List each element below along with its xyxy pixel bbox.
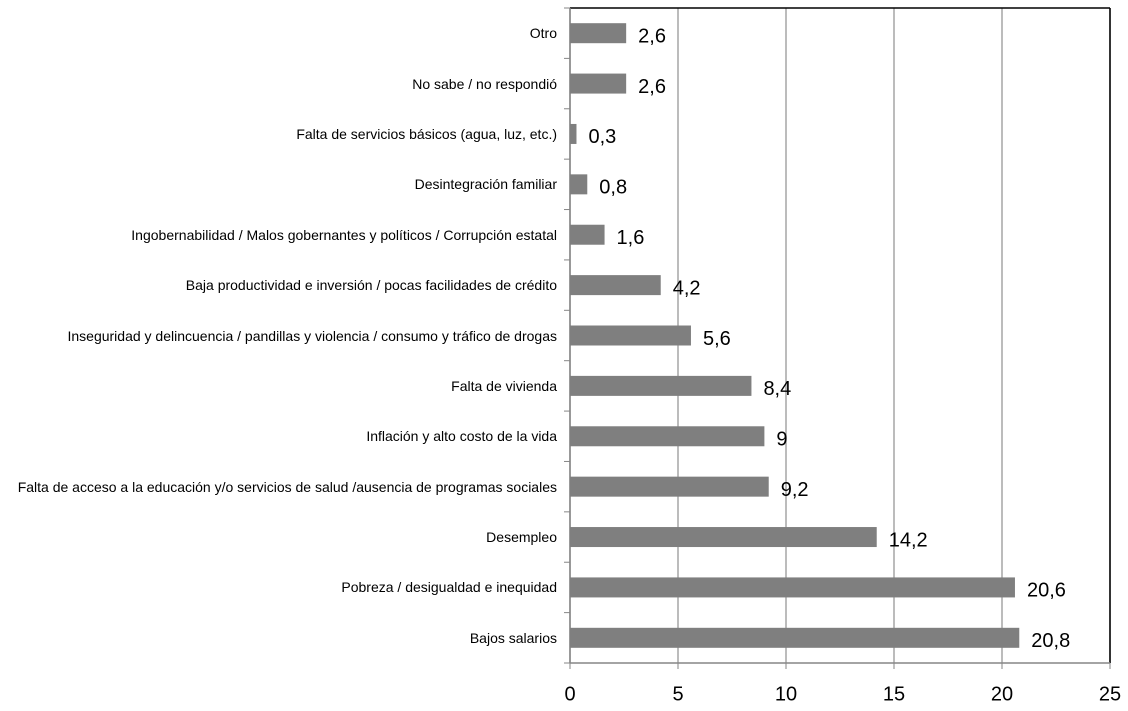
y-tick-label: Inseguridad y delincuencia / pandillas y… xyxy=(67,327,557,344)
value-label: 20,8 xyxy=(1031,630,1070,652)
y-tick-label: Pobreza / desigualdad e inequidad xyxy=(341,579,557,596)
x-tick-label: 15 xyxy=(883,683,905,705)
value-label: 4,2 xyxy=(673,277,701,299)
value-label: 9,2 xyxy=(781,479,809,501)
x-tick-label: 10 xyxy=(775,683,797,705)
bar xyxy=(570,476,769,497)
value-label: 0,8 xyxy=(599,177,627,199)
category-label-box: Falta de acceso a la educación y/o servi… xyxy=(0,462,557,512)
category-label-box: Desintegración familiar xyxy=(0,159,557,209)
category-label-box: Bajos salarios xyxy=(0,613,557,663)
bar xyxy=(570,426,765,447)
y-tick-label: Desintegración familiar xyxy=(414,176,557,193)
value-label: 14,2 xyxy=(889,529,928,551)
y-tick-label: Falta de servicios básicos (agua, luz, e… xyxy=(296,125,557,142)
y-tick-label: Falta de vivienda xyxy=(451,377,557,394)
y-tick-label: Falta de acceso a la educación y/o servi… xyxy=(17,478,557,495)
value-label: 2,6 xyxy=(638,76,666,98)
category-label-box: Inflación y alto costo de la vida xyxy=(0,411,557,461)
bar xyxy=(570,224,605,245)
category-label-box: Baja productividad e inversión / pocas f… xyxy=(0,260,557,310)
y-tick-label: Otro xyxy=(529,25,557,42)
x-tick-label: 25 xyxy=(1099,683,1121,705)
bar xyxy=(570,123,577,144)
y-tick-label: Baja productividad e inversión / pocas f… xyxy=(185,277,557,294)
y-tick-label: Bajos salarios xyxy=(469,629,557,646)
bar xyxy=(570,577,1015,598)
value-label: 8,4 xyxy=(763,378,791,400)
bar xyxy=(570,527,877,548)
bar xyxy=(570,275,661,296)
y-tick-label: Inflación y alto costo de la vida xyxy=(366,428,557,445)
y-tick-label: No sabe / no respondió xyxy=(412,75,557,92)
y-tick-label: Ingobernabilidad / Malos gobernantes y p… xyxy=(131,226,557,243)
category-label-box: Inseguridad y delincuencia / pandillas y… xyxy=(0,311,557,361)
value-label: 5,6 xyxy=(703,328,731,350)
x-tick-label: 20 xyxy=(991,683,1013,705)
bar xyxy=(570,325,691,346)
value-label: 0,3 xyxy=(588,126,616,148)
bar xyxy=(570,375,752,396)
bar xyxy=(570,73,627,94)
category-label-box: Pobreza / desigualdad e inequidad xyxy=(0,562,557,612)
category-label-box: Desempleo xyxy=(0,512,557,562)
value-label: 2,6 xyxy=(638,25,666,47)
y-tick-label: Desempleo xyxy=(486,529,557,546)
bar xyxy=(570,23,627,44)
value-label: 1,6 xyxy=(617,227,645,249)
category-label-box: Falta de servicios básicos (agua, luz, e… xyxy=(0,109,557,159)
value-label: 20,6 xyxy=(1027,580,1066,602)
bar xyxy=(570,174,588,195)
category-label-box: No sabe / no respondió xyxy=(0,59,557,109)
category-label-box: Ingobernabilidad / Malos gobernantes y p… xyxy=(0,210,557,260)
value-label: 9 xyxy=(776,429,787,451)
category-label-box: Otro xyxy=(0,8,557,58)
x-tick-label: 5 xyxy=(672,683,683,705)
bar xyxy=(570,627,1020,648)
category-label-box: Falta de vivienda xyxy=(0,361,557,411)
x-tick-label: 0 xyxy=(564,683,575,705)
